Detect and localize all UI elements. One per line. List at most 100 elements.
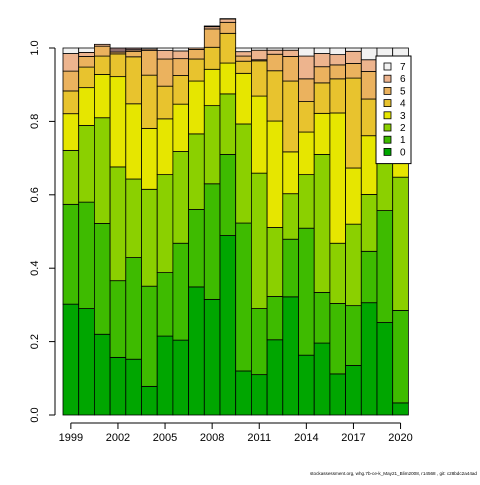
- bar-segment-2014-age-4: [299, 102, 315, 132]
- bar-segment-2000-age-4: [79, 67, 95, 88]
- y-axis: 0.00.20.40.60.81.0: [29, 40, 55, 422]
- bar-segment-2003-age-extra: [126, 48, 142, 50]
- bar-segment-2002-age-4: [110, 54, 126, 77]
- bar-segment-2015-age-1: [314, 292, 330, 343]
- bar-segment-2001-age-3: [94, 74, 110, 117]
- bar-segment-2014-age-2: [299, 175, 315, 229]
- bar-segment-2003-age-3: [126, 104, 142, 179]
- x-tick-label: 1999: [59, 432, 83, 444]
- bar-segment-2011-age-4: [251, 61, 267, 96]
- bar-segment-2000-age-2: [79, 125, 95, 202]
- bar-segment-2016-age-5: [330, 65, 346, 79]
- bar-segment-2009-age-0: [220, 236, 236, 415]
- bar-segment-2013-age-5: [283, 56, 299, 81]
- bar-segment-2001-age-1: [94, 223, 110, 334]
- bar-segment-2002-age-3: [110, 77, 126, 167]
- bar-segment-2005-age-4: [157, 86, 173, 119]
- bar-segment-2010-age-6: [236, 52, 252, 56]
- bar-segment-2018-age-3: [361, 136, 377, 195]
- bar-segment-2004-age-3: [142, 128, 158, 189]
- bar-segment-2010-age-2: [236, 124, 252, 223]
- bar-segment-2006-age-7: [173, 48, 189, 51]
- bar-segment-2013-age-3: [283, 152, 299, 194]
- bar-segment-1999-age-0: [63, 304, 79, 415]
- bar-segment-1999-age-6: [63, 54, 79, 72]
- legend-label-4: 4: [400, 99, 406, 110]
- legend-label-7: 7: [400, 62, 406, 73]
- bar-segment-2017-age-4: [346, 78, 362, 168]
- bar-segment-2012-age-5: [267, 54, 283, 71]
- bar-segment-2011-age-6: [251, 50, 267, 60]
- bar-segment-2020-age-1: [393, 310, 409, 402]
- legend-label-5: 5: [400, 86, 406, 97]
- bar-segment-2005-age-7: [157, 48, 173, 51]
- bar-segment-1999-age-3: [63, 114, 79, 151]
- bar-segment-2001-age-5: [94, 46, 110, 56]
- bar-segment-2012-age-4: [267, 71, 283, 121]
- y-tick-label: 0.8: [29, 114, 41, 129]
- bar-segment-2012-age-0: [267, 340, 283, 415]
- bar-segment-1999-age-4: [63, 91, 79, 114]
- bar-segment-2007-age-4: [189, 59, 205, 81]
- bar-segment-2006-age-0: [173, 340, 189, 415]
- bar-segment-2005-age-6: [157, 51, 173, 59]
- bar-segment-2017-age-5: [346, 63, 362, 78]
- bar-segment-2012-age-2: [267, 227, 283, 296]
- x-tick-label: 2014: [294, 432, 318, 444]
- bar-segment-2015-age-6: [314, 54, 330, 67]
- x-tick-label: 2020: [388, 432, 412, 444]
- y-tick-label: 0.2: [29, 334, 41, 349]
- bar-segment-2018-age-6: [361, 60, 377, 72]
- bar-segment-2000-age-5: [79, 56, 95, 67]
- legend-label-1: 1: [400, 135, 406, 146]
- bar-segment-2001-age-0: [94, 334, 110, 415]
- bar-segment-2008-age-3: [204, 69, 220, 105]
- bar-segment-2001-age-4: [94, 56, 110, 74]
- bar-segment-2009-age-5: [220, 22, 236, 33]
- bar-segment-2004-age-1: [142, 286, 158, 386]
- bar-segment-2020-age-2: [393, 177, 409, 310]
- bar-segment-2019-age-1: [377, 211, 393, 323]
- bar-segment-2013-age-0: [283, 297, 299, 415]
- bar-segment-2002-age-2: [110, 167, 126, 281]
- bar-segment-2005-age-5: [157, 59, 173, 86]
- bar-segment-2018-age-1: [361, 251, 377, 302]
- bar-segment-2010-age-5: [236, 56, 252, 61]
- bar-segment-2004-age-7: [142, 48, 158, 49]
- bar-segment-2010-age-4: [236, 61, 252, 73]
- bar-segment-2014-age-0: [299, 355, 315, 415]
- bar-segment-2019-age-7: [377, 48, 393, 56]
- bar-segment-2010-age-3: [236, 73, 252, 124]
- bar-segment-2003-age-4: [126, 57, 142, 104]
- bar-segment-2018-age-0: [361, 303, 377, 415]
- bar-segment-2017-age-0: [346, 365, 362, 415]
- bar-segment-2002-age-extra: [110, 48, 126, 52]
- bar-segment-2013-age-2: [283, 194, 299, 240]
- bar-segment-2005-age-2: [157, 175, 173, 273]
- bar-segment-2016-age-6: [330, 55, 346, 65]
- bar-segment-2017-age-2: [346, 224, 362, 305]
- legend-swatch-7: [384, 63, 391, 70]
- legend-swatch-1: [384, 136, 391, 143]
- x-tick-label: 2002: [106, 432, 130, 444]
- bar-segment-2015-age-5: [314, 67, 330, 83]
- bar-segment-2007-age-5: [189, 49, 205, 59]
- bar-segment-2014-age-1: [299, 228, 315, 355]
- bar-segment-1999-age-5: [63, 71, 79, 91]
- legend-swatch-4: [384, 100, 391, 107]
- bar-segment-2017-age-7: [346, 48, 362, 51]
- bar-segment-2000-age-3: [79, 88, 95, 126]
- bar-segment-2007-age-0: [189, 287, 205, 415]
- bar-segment-2003-age-5: [126, 51, 142, 57]
- legend-swatch-3: [384, 112, 391, 119]
- legend-label-6: 6: [400, 74, 406, 85]
- bar-segment-2017-age-6: [346, 51, 362, 63]
- legend-swatch-6: [384, 75, 391, 82]
- bar-segment-2014-age-6: [299, 56, 315, 79]
- bar-segment-2012-age-6: [267, 50, 283, 54]
- bar-segment-2015-age-3: [314, 113, 330, 154]
- legend-label-3: 3: [400, 111, 406, 122]
